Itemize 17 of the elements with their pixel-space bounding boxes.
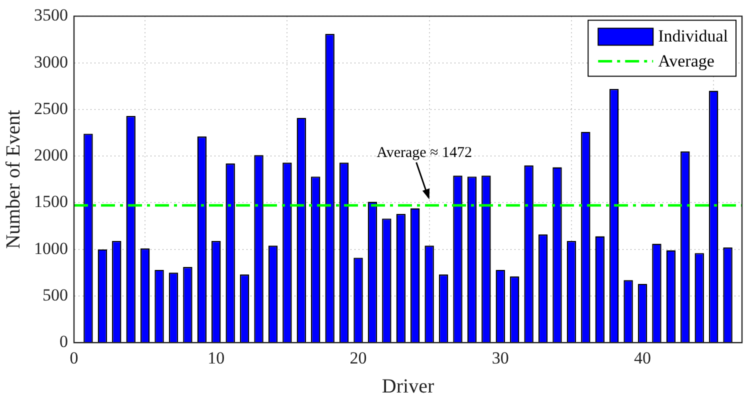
y-tick-label: 1500 [34, 192, 68, 212]
y-tick-label: 3000 [34, 52, 68, 72]
legend-label: Average [658, 52, 714, 71]
x-axis-title: Driver [382, 375, 434, 398]
x-tick-label: 40 [634, 348, 652, 368]
y-tick-label: 500 [42, 285, 68, 304]
x-tick-label: 10 [208, 348, 225, 368]
x-tick-label: 30 [492, 348, 509, 368]
y-tick-label: 3500 [34, 6, 68, 25]
x-tick-label: 20 [350, 348, 367, 368]
y-tick-label: 0 [60, 332, 68, 352]
y-axis-title: Number of Event [2, 110, 24, 249]
y-tick-label: 1000 [34, 238, 68, 258]
y-tick-label: 2500 [34, 98, 68, 118]
legend-label: Individual [658, 26, 728, 46]
annotation: Average ≈ 1472 [376, 144, 472, 161]
y-tick-label: 2000 [34, 146, 68, 165]
